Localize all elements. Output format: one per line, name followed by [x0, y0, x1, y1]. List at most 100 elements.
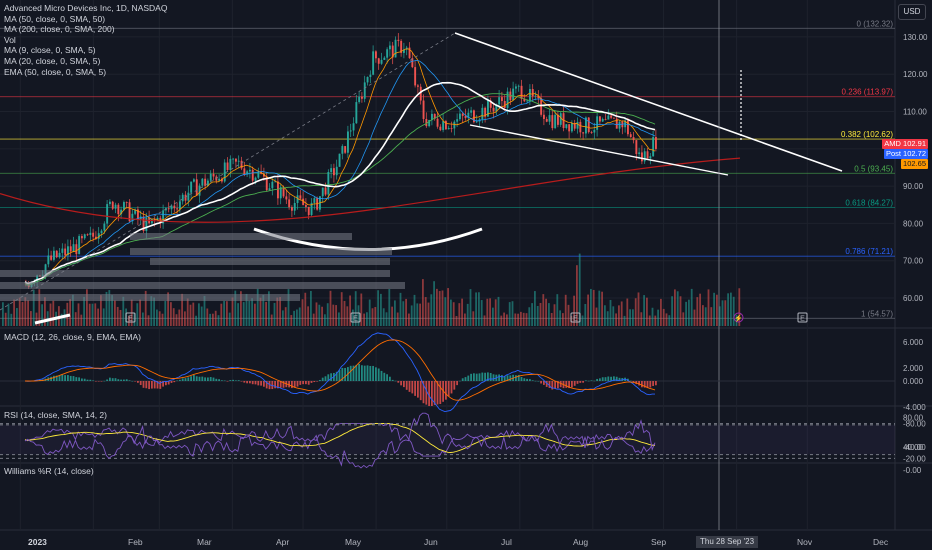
volume-bar	[646, 297, 648, 326]
volume-bar	[564, 294, 567, 326]
legend-ma200[interactable]: MA (200, close, 0, SMA, 200)	[4, 24, 115, 35]
candle-body	[394, 39, 397, 58]
volume-bar	[338, 312, 340, 326]
volume-bar	[142, 312, 144, 326]
post-value: 102.72	[903, 149, 926, 158]
macd-histogram-bar	[582, 381, 584, 383]
legend-symbol-title[interactable]: Advanced Micro Devices Inc, 1D, NASDAQ	[4, 3, 168, 13]
candle-body	[498, 97, 501, 105]
volume-bar	[637, 292, 640, 326]
candle-body	[201, 178, 204, 186]
volume-bar	[576, 265, 578, 326]
volume-bar	[287, 289, 290, 326]
macd-axis-tick: 0.000	[903, 377, 924, 386]
volume-bar	[108, 290, 111, 326]
macd-histogram-bar	[319, 379, 321, 381]
macd-histogram-bar	[237, 380, 240, 381]
legend-ema50[interactable]: EMA (50, close, 0, SMA, 5)	[4, 66, 107, 77]
currency-button[interactable]: USD	[898, 4, 926, 20]
macd-histogram-bar	[649, 381, 652, 388]
macd-histogram-bar	[501, 375, 503, 381]
volume-bar	[2, 302, 4, 326]
macd-histogram-bar	[618, 377, 621, 381]
macd-pane-label[interactable]: MACD (12, 26, close, 9, EMA, EMA)	[4, 332, 141, 342]
macd-histogram-bar	[218, 379, 220, 381]
volume-bar	[732, 296, 735, 326]
candle-body	[193, 179, 195, 182]
legend-volume[interactable]: Vol	[4, 34, 16, 45]
volume-bar	[321, 306, 323, 326]
candle-body	[554, 114, 557, 129]
candle-body	[548, 115, 551, 122]
candle-body	[207, 180, 209, 186]
macd-histogram-bar	[459, 380, 461, 382]
volume-bar	[212, 313, 214, 326]
candle-body	[151, 219, 153, 224]
candle-body	[576, 121, 579, 129]
fib-level-label: 1 (54.57)	[861, 309, 893, 318]
legend-ma20[interactable]: MA (20, close, 0, SMA, 5)	[4, 55, 101, 66]
volume-bar	[581, 315, 584, 326]
earnings-marker	[570, 312, 581, 323]
macd-histogram-bar	[246, 381, 248, 384]
macd-histogram-bar	[358, 363, 360, 381]
macd-histogram-bar	[293, 381, 296, 388]
macd-histogram-bar	[78, 377, 80, 381]
macd-histogram-bar	[268, 381, 271, 390]
fib-level-label: 0.5 (93.45)	[854, 164, 893, 173]
rsi-pane-label[interactable]: RSI (14, close, SMA, 14, 2)	[4, 410, 107, 420]
candle-body	[111, 201, 114, 209]
candle-body	[355, 102, 358, 124]
macd-histogram-bar	[607, 376, 610, 381]
macd-histogram-bar	[509, 375, 512, 381]
volume-bar	[489, 298, 491, 326]
volume-bar	[679, 296, 682, 326]
volume-bar	[710, 307, 713, 326]
earnings-marker-label: E	[128, 316, 133, 323]
legend-ma50[interactable]: MA (50, close, 0, SMA, 50)	[4, 13, 106, 24]
candle-body	[537, 95, 540, 99]
volume-bar	[315, 302, 318, 326]
legend-ma9[interactable]: MA (9, close, 0, SMA, 5)	[4, 45, 96, 56]
volume-bar	[718, 306, 721, 326]
volume-bar	[562, 313, 564, 326]
volume-bar	[480, 300, 483, 326]
volume-bar	[340, 292, 343, 326]
volume-bar	[553, 304, 556, 326]
volume-bar	[632, 309, 634, 326]
candle-body	[246, 171, 249, 175]
volume-bar	[326, 303, 329, 326]
candle-body	[377, 58, 380, 64]
macd-histogram-bar	[128, 380, 131, 381]
macd-histogram-bar	[526, 378, 528, 381]
macd-histogram-bar	[92, 380, 94, 381]
macd-histogram-bar	[579, 381, 582, 383]
volume-bar	[704, 307, 707, 326]
volume-bar	[690, 288, 693, 326]
macd-histogram-bar	[492, 374, 495, 381]
volume-bar	[262, 294, 265, 326]
candle-body	[302, 198, 305, 206]
macd-histogram-bar	[470, 373, 472, 381]
candle-body	[523, 98, 526, 102]
candle-body	[526, 100, 529, 102]
candle-body	[484, 107, 487, 117]
candle-body	[47, 255, 50, 265]
candle-body	[646, 151, 649, 159]
macd-histogram-bar	[274, 381, 276, 389]
candle-body	[195, 179, 198, 196]
candle-body	[167, 208, 170, 210]
volume-profile-bar	[150, 258, 390, 265]
candle-body	[64, 248, 67, 256]
candle-body	[338, 153, 341, 167]
macd-histogram-bar	[548, 381, 551, 388]
candle-body	[442, 121, 445, 131]
macd-histogram-bar	[520, 377, 523, 381]
candle-body	[534, 95, 537, 97]
willr-pane-label[interactable]: Williams %R (14, close)	[4, 466, 94, 476]
volume-bar	[214, 310, 217, 326]
volume-bar	[525, 313, 528, 326]
macd-histogram-bar	[109, 377, 111, 381]
volume-bar	[612, 306, 615, 326]
